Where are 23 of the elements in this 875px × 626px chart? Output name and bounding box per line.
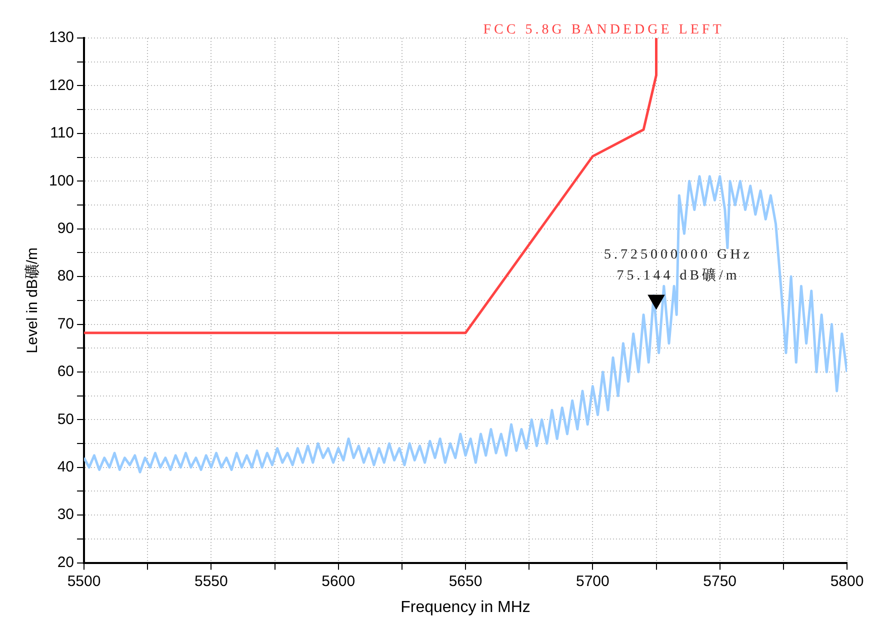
y-tick-label: 130 <box>48 29 74 46</box>
y-tick-label: 50 <box>57 410 74 428</box>
y-tick-label: 80 <box>57 268 74 285</box>
text: FCC 5.8G BANDEDGE LEFT <box>483 22 724 38</box>
x-tick-label: 5700 <box>576 572 610 590</box>
x-tick-label: 5500 <box>67 572 101 590</box>
y-tick-label: 60 <box>57 363 74 380</box>
x-tick-label: 5750 <box>703 572 737 590</box>
x-tick-label: 5650 <box>448 572 482 590</box>
x-tick-label: 5800 <box>830 572 864 590</box>
y-tick-label: 120 <box>48 76 74 94</box>
x-tick-label: 5550 <box>194 572 228 590</box>
x-tick-label: 5600 <box>322 572 356 590</box>
y-tick-label: 70 <box>57 315 74 332</box>
y-tick-label: 90 <box>57 220 74 237</box>
annotation: 5.725000000 GHz 75.144 dB礦/m <box>604 248 752 284</box>
y-tick-label: 110 <box>50 124 74 142</box>
y-tick-label: 20 <box>57 554 74 571</box>
y-tick-label: 30 <box>57 506 74 524</box>
y-tick-label: 40 <box>57 458 74 476</box>
y-tick-label: 100 <box>48 172 74 190</box>
y-axis-title: Level in dB礦/m <box>24 247 42 354</box>
x-axis-title: Frequency in MHz <box>400 598 530 616</box>
